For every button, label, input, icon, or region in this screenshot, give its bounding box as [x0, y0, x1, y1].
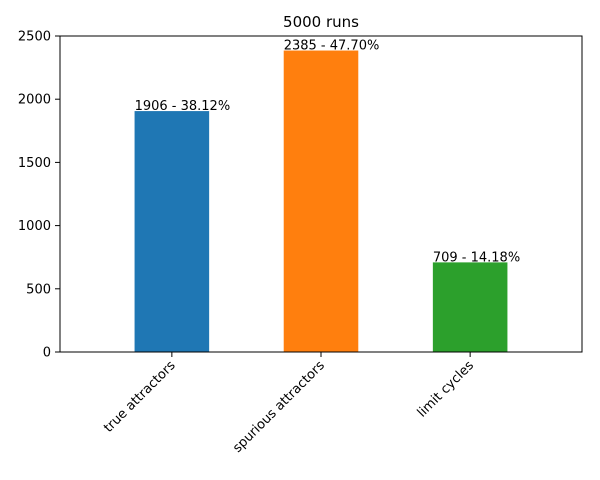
bar-2	[432, 262, 508, 352]
data-label-2: 709 - 14.18%	[433, 250, 520, 265]
y-axis: 0 500 1000 1500 2000 2500	[18, 30, 60, 361]
x-tick-label-2: limit cycles	[415, 358, 477, 420]
y-tick-label-0: 0	[43, 346, 51, 361]
bar-1	[283, 50, 359, 352]
x-axis: true attractors spurious attractors limit …	[101, 352, 477, 456]
y-tick-label-2: 1000	[18, 219, 51, 234]
y-tick-label-3: 1500	[18, 156, 51, 171]
bars-group	[134, 50, 508, 352]
plot-frame	[59, 35, 583, 353]
chart-title: 5000 runs	[283, 13, 359, 31]
y-tick-label-4: 2000	[18, 93, 51, 108]
y-tick-label-5: 2500	[18, 30, 51, 45]
bar-0	[134, 111, 210, 352]
y-tick-label-1: 500	[26, 282, 51, 297]
data-label-0: 1906 - 38.12%	[135, 99, 231, 114]
x-tick-label-0: true attractors	[101, 358, 179, 436]
data-label-1: 2385 - 47.70%	[284, 39, 380, 54]
x-tick-label-1: spurious attractors	[230, 358, 328, 456]
data-labels-group: 1906 - 38.12% 2385 - 47.70% 709 - 14.18%	[135, 39, 521, 266]
